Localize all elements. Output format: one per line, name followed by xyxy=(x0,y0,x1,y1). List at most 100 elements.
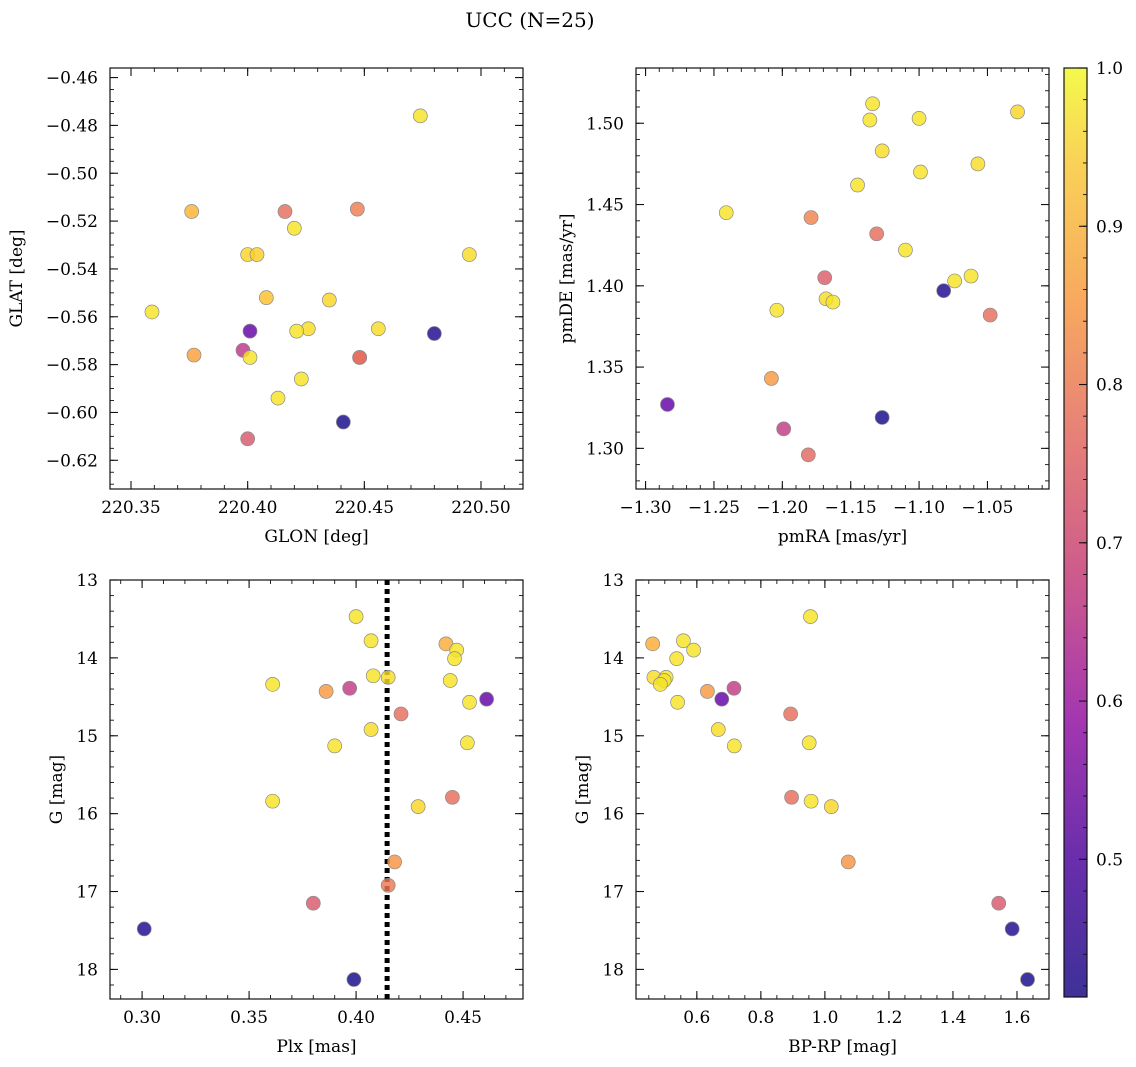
data-point xyxy=(801,735,817,751)
data-point xyxy=(982,307,998,323)
colorbar-tick-label: 0.8 xyxy=(1096,376,1123,396)
data-point xyxy=(293,371,309,387)
data-point xyxy=(862,112,878,128)
data-point xyxy=(365,668,381,684)
data-point xyxy=(410,799,426,814)
data-point xyxy=(825,294,841,310)
y-tick-label: −0.52 xyxy=(46,212,98,232)
data-point xyxy=(479,691,494,707)
data-point xyxy=(136,921,152,937)
data-point xyxy=(913,164,928,180)
data-point xyxy=(184,204,200,219)
x-tick-label: −1.10 xyxy=(893,498,945,518)
data-point xyxy=(710,722,726,737)
data-point xyxy=(265,677,280,692)
y-tick-label: −0.48 xyxy=(46,116,98,136)
data-point xyxy=(869,226,885,242)
x-tick-label: 1.6 xyxy=(1003,1008,1030,1028)
data-point xyxy=(676,633,691,649)
y-tick-label: −0.54 xyxy=(46,260,98,280)
data-point xyxy=(442,673,458,688)
data-point xyxy=(803,609,818,624)
data-point xyxy=(240,431,256,447)
data-point xyxy=(874,410,890,425)
x-tick-label: 0.30 xyxy=(123,1008,161,1028)
x-axis-label: Plx [mas] xyxy=(276,1037,356,1057)
x-tick-label: 0.35 xyxy=(230,1008,268,1028)
data-point xyxy=(342,680,358,696)
x-tick-label: −1.15 xyxy=(825,498,877,518)
y-axis-label: G [mag] xyxy=(573,755,593,824)
data-point xyxy=(783,706,798,722)
colorbar-tick-label: 0.6 xyxy=(1096,692,1123,712)
x-axis-label: BP-RP [mag] xyxy=(788,1037,897,1057)
y-axis-label: pmDE [mas/yr] xyxy=(557,213,577,343)
y-tick-label: 13 xyxy=(76,571,98,591)
data-point xyxy=(186,347,202,363)
y-axis-label: GLAT [deg] xyxy=(7,229,27,327)
data-point xyxy=(447,651,462,667)
panel-4: 0.6 0.8 1.0 1.2 1.4 1.6 13 14 15 16 17 18 BP-RP [mag… xyxy=(573,571,1050,1057)
data-point xyxy=(660,397,675,412)
data-point xyxy=(645,636,660,652)
plot-frame xyxy=(635,579,1050,1000)
y-tick-label: 16 xyxy=(76,805,98,825)
data-point xyxy=(258,290,274,305)
y-tick-label: 14 xyxy=(602,649,624,669)
y-tick-label: −0.62 xyxy=(46,451,98,471)
data-point xyxy=(1020,972,1035,987)
data-point xyxy=(840,854,856,870)
x-tick-label: −1.25 xyxy=(688,498,740,518)
data-point xyxy=(670,694,685,710)
data-point xyxy=(318,684,334,699)
data-point xyxy=(800,447,816,463)
x-tick-label: 1.0 xyxy=(811,1008,838,1028)
y-tick-label: 17 xyxy=(76,883,98,903)
figure-title: UCC (N=25) xyxy=(465,8,594,32)
data-point xyxy=(764,371,779,386)
data-point xyxy=(305,895,321,911)
y-tick-label: −0.46 xyxy=(46,69,98,89)
data-point xyxy=(970,156,986,172)
data-point xyxy=(370,321,386,337)
data-point xyxy=(769,302,785,318)
y-tick-label: 15 xyxy=(602,727,624,747)
x-tick-label: 220.45 xyxy=(335,498,394,518)
data-point xyxy=(898,242,913,258)
panel-3: 0.30 0.35 0.40 0.45 13 14 15 16 17 18 Plx [mas] G [… xyxy=(47,571,524,1057)
x-tick-label: 220.35 xyxy=(101,498,160,518)
data-point xyxy=(242,350,258,365)
x-axis-label: pmRA [mas/yr] xyxy=(778,527,907,547)
data-point xyxy=(426,326,442,341)
data-point xyxy=(784,789,799,805)
data-point xyxy=(348,609,364,624)
colorbar-tick-label: 0.5 xyxy=(1096,850,1123,870)
data-point xyxy=(936,283,952,299)
y-tick-label: −0.60 xyxy=(46,403,98,423)
data-point xyxy=(700,684,715,699)
data-point xyxy=(669,651,685,667)
y-tick-label: −0.50 xyxy=(46,164,98,184)
data-point xyxy=(718,205,734,221)
data-point xyxy=(461,247,477,262)
data-point xyxy=(286,220,302,236)
colorbar-tick-label: 1.0 xyxy=(1096,59,1123,79)
plot-frame xyxy=(635,67,1050,490)
data-point xyxy=(352,350,368,365)
x-tick-label: −1.05 xyxy=(961,498,1013,518)
data-point xyxy=(144,304,160,320)
y-tick-label: −0.56 xyxy=(46,308,98,328)
colorbar-tick-label: 0.7 xyxy=(1096,534,1123,554)
data-point xyxy=(850,177,865,193)
y-tick-label: 1.45 xyxy=(586,196,624,216)
y-axis-label: G [mag] xyxy=(47,755,67,824)
x-axis-label: GLON [deg] xyxy=(264,527,368,547)
data-point xyxy=(686,642,701,658)
y-tick-label: 1.50 xyxy=(586,114,624,134)
y-tick-label: 1.35 xyxy=(586,358,624,378)
data-point xyxy=(865,96,880,112)
data-point xyxy=(387,854,402,870)
data-point xyxy=(714,691,730,707)
data-point xyxy=(963,268,979,284)
data-point xyxy=(803,210,819,225)
